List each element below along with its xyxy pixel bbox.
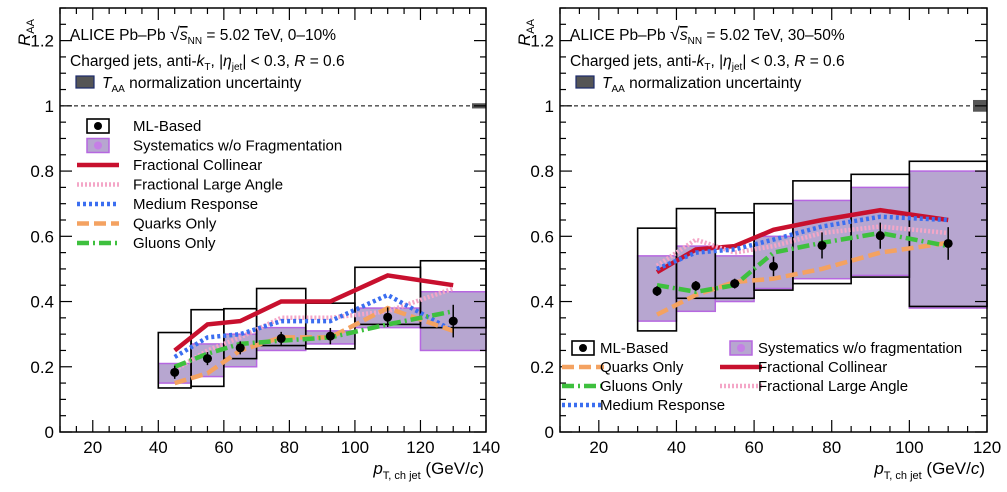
y-tick-label: 0.4 xyxy=(530,293,554,312)
title-line-2: Charged jets, anti-kT, |ηjet| < 0.3, R =… xyxy=(570,53,845,73)
x-tick-label: 80 xyxy=(822,438,841,457)
legend-ml-dot xyxy=(579,344,587,352)
title-line-3: TAA normalization uncertainty xyxy=(102,75,302,95)
x-tick-label: 40 xyxy=(149,438,168,457)
curve-fractional-collinear xyxy=(655,207,949,275)
x-tick-label: 40 xyxy=(667,438,686,457)
legend-label: Quarks Only xyxy=(133,216,217,233)
legend-label: ML-Based xyxy=(600,340,668,357)
legend-frag-dot xyxy=(737,344,745,352)
y-tick-label: 0.4 xyxy=(30,293,54,312)
x-tick-label: 20 xyxy=(589,438,608,457)
legend-label: Medium Response xyxy=(600,397,725,414)
data-point xyxy=(325,331,335,341)
y-tick-label: 0.2 xyxy=(30,358,54,377)
data-point xyxy=(943,238,953,248)
y-tick-label: 1 xyxy=(45,97,54,116)
data-point xyxy=(235,343,245,353)
y-tick-label: 1.2 xyxy=(30,32,54,51)
data-point xyxy=(202,354,212,364)
norm-legend-box xyxy=(75,75,95,89)
y-tick-label: 0 xyxy=(545,423,554,442)
legend-label: Fractional Large Angle xyxy=(133,177,283,194)
legend-frag-dot xyxy=(94,141,102,150)
x-tick-label: 120 xyxy=(973,438,1001,457)
data-point xyxy=(652,286,662,296)
legend-label: Fractional Collinear xyxy=(133,157,262,174)
legend-label: Fractional Collinear xyxy=(758,359,887,376)
data-point xyxy=(817,240,827,250)
data-point xyxy=(276,333,286,343)
legend-label: Gluons Only xyxy=(133,235,216,252)
y-tick-label: 1 xyxy=(545,97,554,116)
curve-medium-response xyxy=(173,292,455,359)
data-point xyxy=(383,312,393,322)
x-axis-label: pT, ch jet (GeV/c) xyxy=(372,459,484,482)
x-tick-label: 60 xyxy=(214,438,233,457)
x-tick-label: 20 xyxy=(83,438,102,457)
y-axis-label: RAA xyxy=(15,18,37,46)
x-tick-label: 80 xyxy=(280,438,299,457)
title-line-2: Charged jets, anti-kT, |ηjet| < 0.3, R =… xyxy=(70,53,345,73)
data-point xyxy=(730,279,740,289)
legend-label: Medium Response xyxy=(133,196,258,213)
curve-medium-response xyxy=(656,214,949,271)
y-tick-label: 0 xyxy=(45,423,54,442)
data-point xyxy=(769,261,778,271)
y-axis-label: RAA xyxy=(515,18,537,46)
curve-gluons-only xyxy=(656,230,949,295)
y-tick-label: 0.2 xyxy=(530,358,554,377)
title-line-1: ALICE Pb–Pb √sNN = 5.02 TeV, 0–10% xyxy=(70,24,336,47)
x-tick-label: 100 xyxy=(341,438,369,457)
y-tick-label: 0.6 xyxy=(530,227,554,246)
legend-ml-box xyxy=(86,118,110,134)
plot-frame xyxy=(59,7,487,433)
x-axis-label: pT, ch jet (GeV/c) xyxy=(873,459,985,482)
y-tick-label: 0.6 xyxy=(30,227,54,246)
legend-label: Systematics w/o Fragmentation xyxy=(133,138,342,155)
data-point xyxy=(170,367,180,377)
data-point xyxy=(448,316,458,326)
legend-ml-dot xyxy=(94,122,102,130)
x-tick-label: 120 xyxy=(406,438,434,457)
legend-label: Fractional Large Angle xyxy=(758,378,908,395)
y-tick-label: 1.2 xyxy=(530,32,554,51)
curve-fractional-collinear xyxy=(173,273,454,353)
title-line-1: ALICE Pb–Pb √sNN = 5.02 TeV, 30–50% xyxy=(570,24,845,47)
legend-label: Systematics w/o fragmentation xyxy=(758,340,962,357)
x-tick-label: 60 xyxy=(745,438,764,457)
legend-ml-box xyxy=(571,340,595,356)
y-tick-label: 0.8 xyxy=(30,162,54,181)
curve-quarks-only xyxy=(655,240,949,317)
legend-label: Quarks Only xyxy=(600,359,684,376)
data-point xyxy=(875,231,885,241)
x-tick-label: 100 xyxy=(895,438,923,457)
data-point xyxy=(691,281,701,291)
title-line-3: TAA normalization uncertainty xyxy=(602,75,802,95)
legend-label: ML-Based xyxy=(133,118,201,135)
legend-label: Gluons Only xyxy=(600,378,683,395)
y-tick-label: 0.8 xyxy=(530,162,554,181)
norm-legend-box xyxy=(575,75,595,89)
x-tick-label: 140 xyxy=(472,438,500,457)
